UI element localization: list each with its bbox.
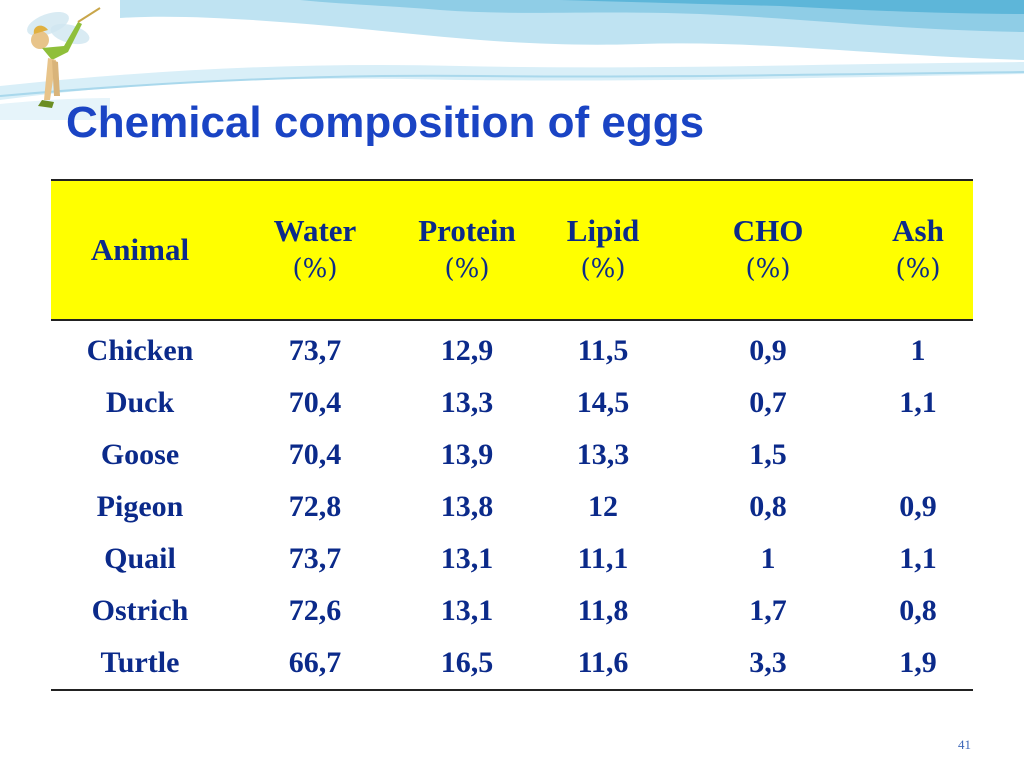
cell-ash: 0,8	[899, 594, 937, 627]
cell-protein: 13,1	[440, 542, 494, 575]
cell-animal: Quail	[104, 542, 176, 575]
cell-water: 73,7	[288, 542, 342, 575]
egg-composition-table: Animal Water (%) Protein (%) Lipid (%) C…	[51, 179, 973, 691]
table-row: Ostrich 72,6 13,1 11,8 1,7 0,8	[51, 585, 973, 637]
cell-protein: 13,9	[440, 438, 494, 471]
cell-ash: 1	[910, 334, 926, 367]
cell-lipid: 11,6	[533, 637, 673, 691]
cell-lipid: 12	[588, 490, 618, 523]
cell-ash: 0,9	[899, 490, 937, 523]
cell-water: 70,4	[288, 386, 342, 419]
page-number: 41	[958, 737, 971, 752]
cell-ash: 1,1	[899, 386, 937, 419]
header-lipid: Lipid (%)	[533, 179, 673, 321]
cell-water: 70,4	[288, 438, 342, 471]
cell-cho: 1,7	[749, 594, 787, 627]
cell-ash	[863, 429, 973, 481]
cell-protein: 12,9	[440, 334, 494, 367]
cell-animal: Pigeon	[96, 490, 184, 523]
slide-title: Chemical composition of eggs	[66, 98, 705, 147]
table-row: Pigeon 72,8 13,8 12 0,8 0,9	[51, 481, 973, 533]
table-row: Turtle 66,7 16,5 11,6 3,3 1,9	[51, 637, 973, 691]
cell-animal: Chicken	[86, 334, 194, 367]
cell-cho: 0,8	[749, 490, 787, 523]
cell-ash: 1,9	[863, 637, 973, 691]
cell-protein: 13,8	[440, 490, 494, 523]
table-row: Chicken 73,7 12,9 11,5 0,9 1	[51, 320, 973, 377]
header-cho: CHO (%)	[673, 179, 863, 321]
cell-protein: 13,3	[440, 386, 494, 419]
cell-cho: 1	[760, 542, 776, 575]
table-row: Goose 70,4 13,9 13,3 1,5	[51, 429, 973, 481]
header-animal: Animal	[51, 179, 229, 321]
cell-protein: 13,1	[440, 594, 494, 627]
header-ash: Ash (%)	[863, 179, 973, 321]
table-row: Quail 73,7 13,1 11,1 1 1,1	[51, 533, 973, 585]
cell-lipid: 11,1	[577, 542, 629, 575]
table-header-row: Animal Water (%) Protein (%) Lipid (%) C…	[51, 179, 973, 321]
fairy-logo-icon	[27, 7, 101, 108]
cell-protein: 16,5	[401, 637, 533, 691]
table-row: Duck 70,4 13,3 14,5 0,7 1,1	[51, 377, 973, 429]
cell-lipid: 13,3	[576, 438, 630, 471]
cell-animal: Turtle	[51, 637, 229, 691]
cell-cho: 0,7	[749, 386, 787, 419]
cell-cho: 3,3	[673, 637, 863, 691]
cell-ash: 1,1	[899, 542, 937, 575]
cell-lipid: 11,8	[577, 594, 629, 627]
decorative-wave-banner	[0, 0, 1024, 120]
cell-lipid: 11,5	[577, 334, 629, 367]
cell-animal: Goose	[100, 438, 180, 471]
cell-water: 73,7	[288, 334, 342, 367]
cell-water: 66,7	[229, 637, 401, 691]
cell-water: 72,6	[288, 594, 342, 627]
cell-lipid: 14,5	[576, 386, 630, 419]
cell-cho: 1,5	[749, 438, 787, 471]
cell-cho: 0,9	[749, 334, 787, 367]
cell-water: 72,8	[288, 490, 342, 523]
cell-animal: Duck	[105, 386, 175, 419]
header-protein: Protein (%)	[401, 179, 533, 321]
cell-animal: Ostrich	[91, 594, 189, 627]
header-water: Water (%)	[229, 179, 401, 321]
